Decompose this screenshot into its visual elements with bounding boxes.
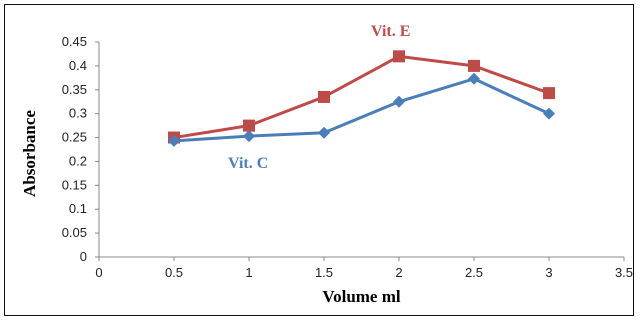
data-point-vit-e <box>468 59 480 72</box>
series-label-vit-c: Vit. C <box>228 155 268 172</box>
series-line-vit-c <box>173 77 550 143</box>
y-tick-label: 0 <box>80 249 87 264</box>
x-tick-label: 2.5 <box>465 265 483 280</box>
series-group <box>168 50 555 147</box>
axes <box>98 42 624 258</box>
x-tick-labels: 0 0.5 1 1.5 2 2.5 3 3.5 <box>95 257 633 280</box>
data-point-vit-e <box>393 50 405 63</box>
x-tick-label: 3.5 <box>615 265 633 280</box>
data-point-vit-c <box>543 107 555 120</box>
data-point-vit-c <box>168 134 180 147</box>
y-axis-title: Absorbance <box>20 110 39 197</box>
data-point-vit-c <box>318 126 330 139</box>
y-tick-label: 0.3 <box>69 106 87 121</box>
y-tick-label: 0.15 <box>62 177 87 192</box>
data-point-vit-e <box>243 119 255 132</box>
series-line-vit-e <box>173 54 550 140</box>
y-tick-labels: 0 0.05 0.1 0.15 0.2 0.25 0.3 0.35 0.4 0.45 <box>62 34 99 264</box>
chart-frame: 0 0.5 1 1.5 2 2.5 3 3.5 0 0.05 0.1 0.15 0.2 0.25 0.3 0… <box>4 4 634 316</box>
x-tick-label: 2 <box>395 265 402 280</box>
data-point-vit-e <box>318 90 330 103</box>
x-tick-label: 1 <box>245 265 252 280</box>
x-tick-label: 0 <box>95 265 102 280</box>
y-tick-label: 0.05 <box>62 225 87 240</box>
y-tick-label: 0.2 <box>69 153 87 168</box>
y-tick-label: 0.45 <box>62 34 87 49</box>
data-point-vit-c <box>468 72 480 85</box>
x-tick-label: 3 <box>545 265 552 280</box>
y-tick-label: 0.35 <box>62 82 87 97</box>
y-tick-label: 0.4 <box>69 58 87 73</box>
y-tick-label: 0.1 <box>69 201 87 216</box>
data-point-vit-c <box>393 95 405 108</box>
x-axis-title: Volume ml <box>322 287 401 306</box>
data-point-vit-e <box>543 87 555 100</box>
x-tick-label: 0.5 <box>165 265 183 280</box>
series-label-vit-e: Vit. E <box>371 23 410 40</box>
data-point-vit-c <box>243 130 255 143</box>
line-chart: 0 0.5 1 1.5 2 2.5 3 3.5 00.050.10.150.20.250.30… <box>20 23 633 306</box>
x-tick-label: 1.5 <box>315 265 333 280</box>
y-tick-label: 0.25 <box>62 130 87 145</box>
